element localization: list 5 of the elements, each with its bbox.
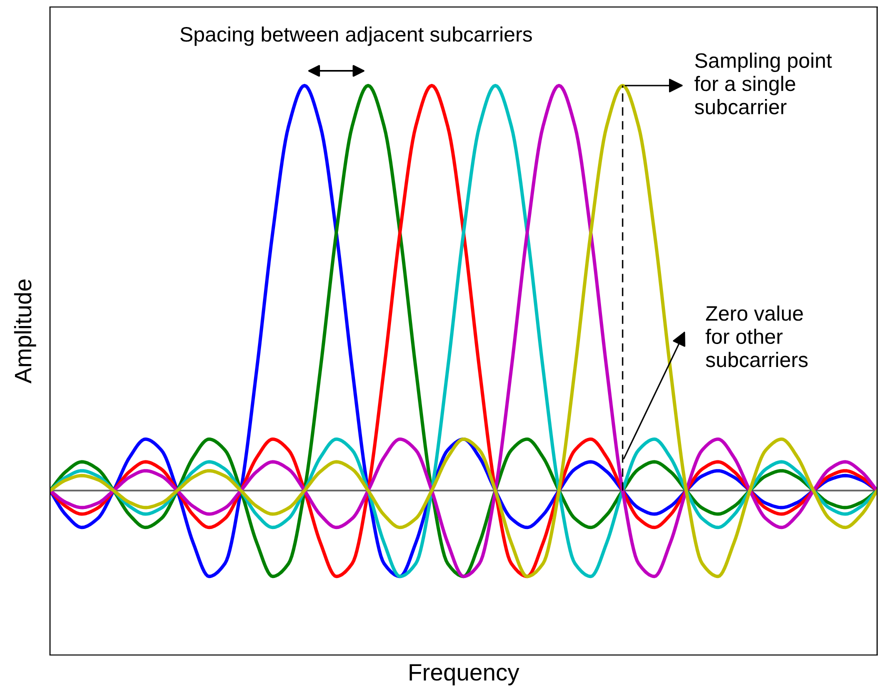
- annotation: Zero value for other subcarriers: [706, 306, 808, 368]
- text: Spacing between adjacent subcarriers: [180, 26, 532, 46]
- y-axis-title: Amplitude: [14, 280, 36, 384]
- x-axis-title: Frequency: [410, 664, 520, 686]
- annotation: Sampling point for a single subcarrier: [694, 52, 832, 114]
